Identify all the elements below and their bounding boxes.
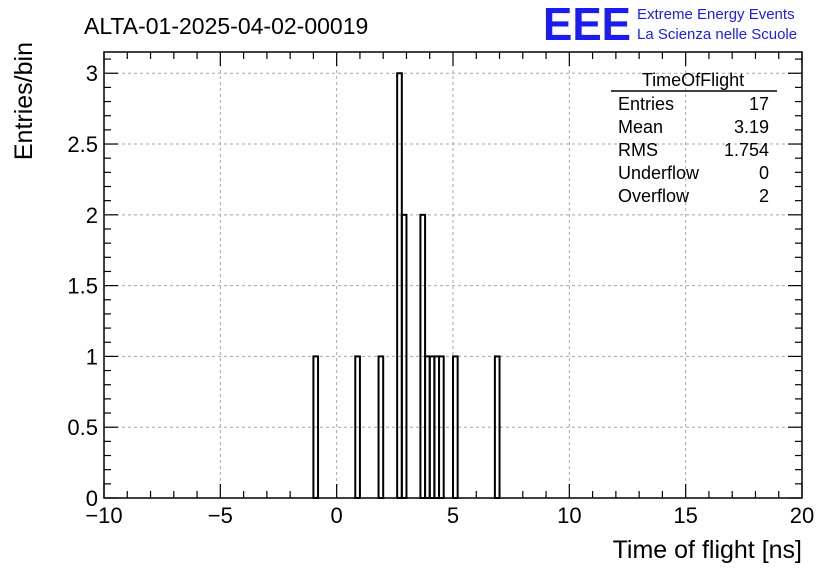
stats-box: TimeOfFlight Entries 17 Mean 3.19 RMS 1.754 Un… [611, 70, 777, 206]
eee-logo-line2: La Scienza nelle Scuole [637, 26, 797, 43]
x-tick-label: −5 [208, 503, 233, 528]
stats-box-rows: Entries 17 Mean 3.19 RMS 1.754 Underflow 0 Overf… [618, 94, 769, 206]
x-tick-label: 15 [673, 503, 697, 528]
y-tick-label: 2.5 [67, 132, 98, 157]
histogram-bars [312, 72, 501, 499]
stats-row-label: Underflow [618, 163, 700, 183]
y-tick-label: 3 [86, 61, 98, 86]
stats-row-value: 1.754 [724, 140, 769, 160]
stats-row-label: Entries [618, 94, 674, 114]
stats-box-title: TimeOfFlight [642, 70, 744, 90]
axes [103, 51, 803, 499]
x-tick-labels: −10 −5 0 5 10 15 20 [85, 503, 814, 528]
y-tick-label: 1 [86, 344, 98, 369]
y-tick-label: 0.5 [67, 415, 98, 440]
stats-row-value: 17 [749, 94, 769, 114]
y-tick-label: 2 [86, 203, 98, 228]
x-axis-label: Time of flight [ns] [613, 536, 802, 564]
stats-row-value: 2 [759, 186, 769, 206]
x-tick-label: 0 [331, 503, 343, 528]
x-tick-label: 5 [447, 503, 459, 528]
x-tick-label: 10 [557, 503, 581, 528]
chart-title: ALTA-01-2025-04-02-00019 [84, 13, 368, 39]
x-tick-label: 20 [790, 503, 814, 528]
eee-logo-line1: Extreme Energy Events [637, 6, 795, 23]
stats-row-label: RMS [618, 140, 658, 160]
stats-row-value: 3.19 [734, 117, 769, 137]
y-tick-label: 0 [86, 486, 98, 511]
stats-row-label: Mean [618, 117, 663, 137]
stats-row-label: Overflow [618, 186, 690, 206]
x-tick-label: −10 [85, 503, 122, 528]
grid-lines [104, 52, 802, 498]
y-axis-label: Entries/bin [10, 42, 38, 160]
y-tick-labels: 0 0.5 1 1.5 2 2.5 3 [67, 61, 98, 511]
stats-row-value: 0 [759, 163, 769, 183]
eee-logo-mark: EEE [543, 0, 631, 50]
y-tick-label: 1.5 [67, 274, 98, 299]
eee-logo: EEE Extreme Energy Events La Scienza nel… [543, 0, 797, 50]
